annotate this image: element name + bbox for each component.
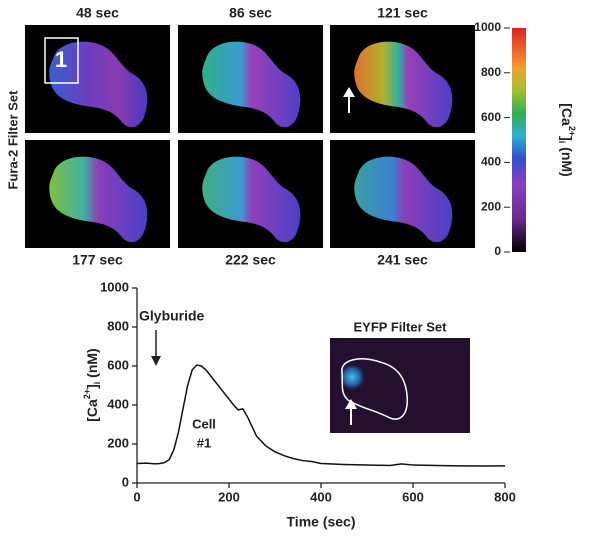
panel-label: 241 sec	[377, 252, 428, 268]
filter-set-label: Fura-2 Filter Set	[5, 90, 20, 190]
y-tick-label: 200	[107, 435, 129, 450]
arrowhead	[345, 399, 357, 409]
colorbar-tick-label: 400	[481, 155, 501, 169]
inset-cell	[338, 363, 366, 391]
y-tick-label: 600	[107, 357, 129, 372]
annotation: Glyburide	[139, 308, 205, 324]
inset-title: EYFP Filter Set	[354, 319, 448, 334]
y-tick-label: 0	[122, 474, 129, 489]
inset	[330, 338, 470, 433]
x-axis-label: Time (sec)	[287, 514, 356, 530]
label-part: i	[92, 382, 102, 385]
label-part: [Ca	[559, 103, 575, 126]
x-tick-label: 400	[310, 489, 332, 504]
panel-label: 86 sec	[229, 5, 272, 21]
arrowhead	[151, 356, 161, 366]
colorbar-label: [Ca2+]i (nM)	[557, 103, 577, 176]
label-part: (nM)	[84, 348, 100, 381]
colorbar-tick-label: 0	[494, 244, 501, 258]
panel-marker: 1	[55, 47, 67, 72]
x-tick-label: 600	[402, 489, 424, 504]
label-part: 2+	[82, 389, 92, 399]
y-axis-label: [Ca2+]i (nM)	[82, 348, 102, 421]
marker-box	[44, 37, 79, 84]
annotation: #1	[197, 435, 211, 450]
label-part: 2+	[567, 126, 577, 136]
label-part: i	[557, 141, 567, 144]
panel-label: 48 sec	[76, 5, 119, 21]
y-tick-label: 800	[107, 318, 129, 333]
x-tick-label: 800	[494, 489, 516, 504]
panel-label: 121 sec	[377, 5, 428, 21]
label-part: ]	[559, 136, 575, 141]
arrowhead	[343, 87, 355, 97]
colorbar-tick-label: 200	[481, 199, 501, 213]
outline	[341, 358, 409, 420]
panel-label: 222 sec	[225, 252, 276, 268]
colorbar-tick-label: 600	[481, 110, 501, 124]
label-part: (nM)	[559, 143, 575, 176]
x-tick-label: 0	[133, 489, 140, 504]
x-tick-label: 200	[218, 489, 240, 504]
image-panels	[25, 25, 475, 248]
colorbar	[512, 28, 526, 252]
panel-label: 177 sec	[72, 252, 123, 268]
data-line	[136, 364, 506, 467]
label-part: [Ca	[84, 399, 100, 422]
label-part: ]	[84, 384, 100, 389]
colorbar-tick-label: 800	[481, 65, 501, 79]
annotation: Cell	[192, 416, 216, 431]
colorbar-tick-label: 1000	[474, 20, 501, 34]
y-tick-label: 400	[107, 396, 129, 411]
y-tick-label: 1000	[100, 279, 129, 294]
